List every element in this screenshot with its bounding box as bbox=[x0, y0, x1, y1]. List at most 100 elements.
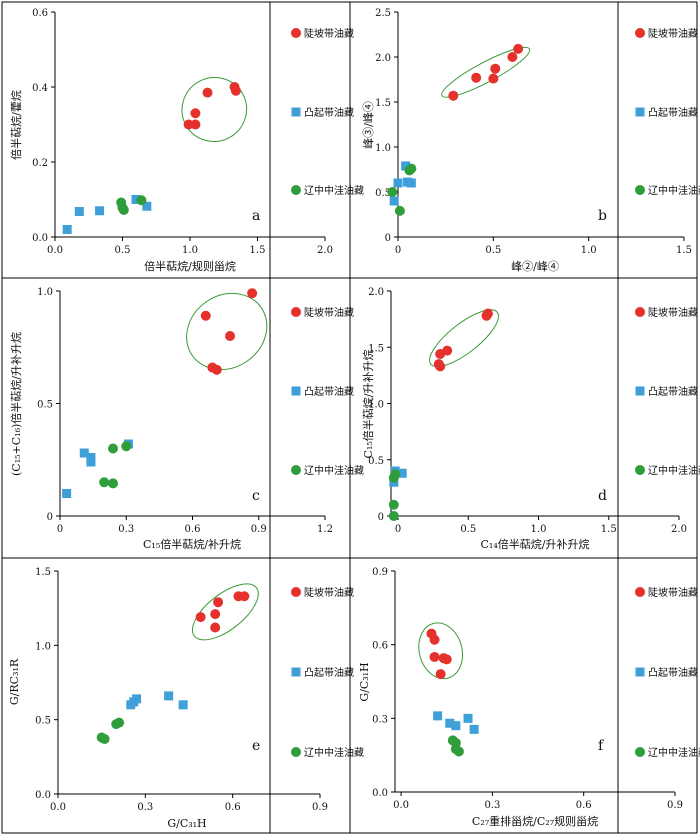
y-tick-label: 0.0 bbox=[35, 790, 51, 801]
point-series-0 bbox=[482, 308, 493, 319]
x-tick-label: 0.6 bbox=[576, 800, 592, 811]
x-tick-label: 0.3 bbox=[484, 800, 500, 811]
legend-square-icon bbox=[635, 667, 645, 677]
legend-entry-label: 凸起带油藏 bbox=[304, 666, 354, 679]
point-series-1 bbox=[86, 457, 96, 467]
legend-entry-label: 凸起带油藏 bbox=[648, 666, 698, 679]
point-series-1 bbox=[178, 700, 188, 710]
point-series-0 bbox=[488, 73, 499, 84]
point-series-0 bbox=[225, 331, 236, 341]
legend-square-icon bbox=[635, 107, 645, 117]
point-series-0 bbox=[441, 654, 452, 665]
y-tick-label: 2.0 bbox=[368, 287, 384, 298]
point-series-2 bbox=[99, 733, 110, 744]
legend-entry-label: 凸起带油藏 bbox=[648, 385, 698, 398]
y-tick-label: 1.5 bbox=[368, 343, 384, 354]
x-tick-label: 0.3 bbox=[137, 802, 153, 813]
y-tick-label: 0.9 bbox=[372, 567, 388, 578]
x-tick-label: 0.5 bbox=[485, 245, 501, 256]
x-tick-label: 0.0 bbox=[47, 245, 63, 256]
point-series-1 bbox=[389, 196, 399, 206]
legend-entry-label: 陡坡带油藏 bbox=[648, 306, 698, 319]
point-series-0 bbox=[429, 651, 440, 662]
legend-circle-icon bbox=[635, 587, 645, 597]
panel-border bbox=[349, 557, 698, 834]
x-tick-label: 0 bbox=[57, 524, 63, 535]
y-tick-label: 1.0 bbox=[375, 143, 391, 154]
legend-circle-icon bbox=[635, 28, 645, 38]
y-tick-label: 0.5 bbox=[375, 188, 391, 199]
legend-entry-label: 陡坡带油藏 bbox=[648, 27, 698, 40]
x-axis-label: G/C₃₁H bbox=[167, 817, 206, 830]
y-tick-label: 0.5 bbox=[37, 400, 53, 411]
point-series-2 bbox=[136, 195, 147, 206]
legend-circle-icon bbox=[635, 307, 645, 317]
x-axis-label: C₁₄倍半萜烷/升补升烷 bbox=[481, 537, 590, 551]
panel-letter: a bbox=[252, 208, 260, 224]
y-axis-label: 倍半萜烷/藿烷 bbox=[9, 90, 23, 160]
y-tick-label: 2.0 bbox=[375, 53, 391, 64]
y-tick-label: 1.0 bbox=[35, 641, 51, 652]
x-tick-label: 0.6 bbox=[225, 802, 241, 813]
panel-d: 0 0.5 1.0 1.5 2.0 0 0.5 1.0 1.5 2.0 C₁₄倍半萜烷/升补升烷 C₁… bbox=[349, 277, 700, 559]
point-series-0 bbox=[513, 43, 524, 54]
point-series-0 bbox=[190, 119, 201, 130]
point-series-1 bbox=[142, 201, 152, 211]
legend-square-icon bbox=[291, 386, 301, 396]
panel-c: 0 0.3 0.6 0.9 1.2 0 0.5 1.0 C₁₅倍半萜烷/补升烷 (C₁₅+C₁₆)… bbox=[1, 277, 364, 559]
x-tick-label: 0.9 bbox=[667, 800, 683, 811]
legend-circle-icon bbox=[291, 28, 301, 38]
legend-entry-label: 凸起带油藏 bbox=[648, 106, 698, 119]
y-tick-label: 1.0 bbox=[368, 400, 384, 411]
x-tick-label: 0.0 bbox=[393, 800, 409, 811]
point-series-2 bbox=[99, 477, 110, 488]
legend-entry-label: 陡坡带油藏 bbox=[304, 306, 354, 319]
point-series-1 bbox=[406, 178, 416, 188]
legend-entry-label: 辽中中洼油藏 bbox=[648, 184, 700, 197]
group-ellipse bbox=[418, 622, 463, 680]
point-series-0 bbox=[211, 364, 222, 375]
y-tick-label: 0 bbox=[47, 512, 53, 523]
panel-letter: e bbox=[252, 738, 260, 754]
legend-circle-icon bbox=[291, 465, 301, 475]
panel-b: 0 0.5 1.0 1.5 0 0.5 1.0 1.5 2.0 2.5 峰②/峰④ 峰③/峰④ b 陡坡带… bbox=[349, 1, 700, 279]
point-series-1 bbox=[95, 206, 105, 216]
y-tick-label: 0.6 bbox=[372, 641, 388, 652]
point-series-2 bbox=[406, 163, 417, 174]
legend-circle-icon bbox=[291, 185, 301, 195]
legend-entry-label: 陡坡带油藏 bbox=[648, 586, 698, 599]
x-tick-label: 0.3 bbox=[118, 524, 134, 535]
point-series-2 bbox=[121, 441, 132, 452]
point-series-1 bbox=[463, 713, 473, 723]
x-tick-label: 0 bbox=[395, 524, 401, 535]
panel-f: 0.0 0.3 0.6 0.9 0.0 0.3 0.6 0.9 C₂₇重排甾烷/C₂₇规则甾烷 G… bbox=[349, 557, 700, 834]
group-ellipse bbox=[429, 309, 499, 368]
x-tick-label: 0.6 bbox=[185, 524, 201, 535]
x-axis-label: 峰②/峰④ bbox=[511, 260, 559, 273]
point-series-0 bbox=[471, 72, 482, 83]
x-tick-label: 1.0 bbox=[531, 524, 547, 535]
y-tick-label: 0 bbox=[385, 233, 391, 244]
x-tick-label: 1.5 bbox=[601, 524, 617, 535]
point-series-0 bbox=[435, 361, 446, 372]
y-axis-label: G/C₃₁H bbox=[358, 662, 371, 701]
point-series-1 bbox=[397, 468, 407, 478]
x-axis-label: C₁₅倍半萜烷/补升烷 bbox=[143, 537, 241, 551]
point-series-1 bbox=[469, 724, 479, 734]
legend-circle-icon bbox=[635, 465, 645, 475]
point-series-2 bbox=[108, 443, 118, 454]
point-series-2 bbox=[394, 205, 405, 216]
y-tick-label: 0.0 bbox=[372, 788, 388, 799]
point-series-1 bbox=[131, 195, 141, 204]
panel-border bbox=[1, 557, 351, 834]
y-tick-label: 0.2 bbox=[32, 158, 48, 169]
point-series-1 bbox=[74, 207, 84, 216]
point-series-1 bbox=[132, 694, 142, 704]
point-series-0 bbox=[442, 345, 453, 356]
legend-square-icon bbox=[291, 107, 301, 117]
point-series-0 bbox=[200, 310, 211, 321]
point-series-0 bbox=[429, 634, 440, 645]
y-tick-label: 1.0 bbox=[37, 287, 53, 298]
y-tick-label: 1.5 bbox=[35, 567, 51, 578]
